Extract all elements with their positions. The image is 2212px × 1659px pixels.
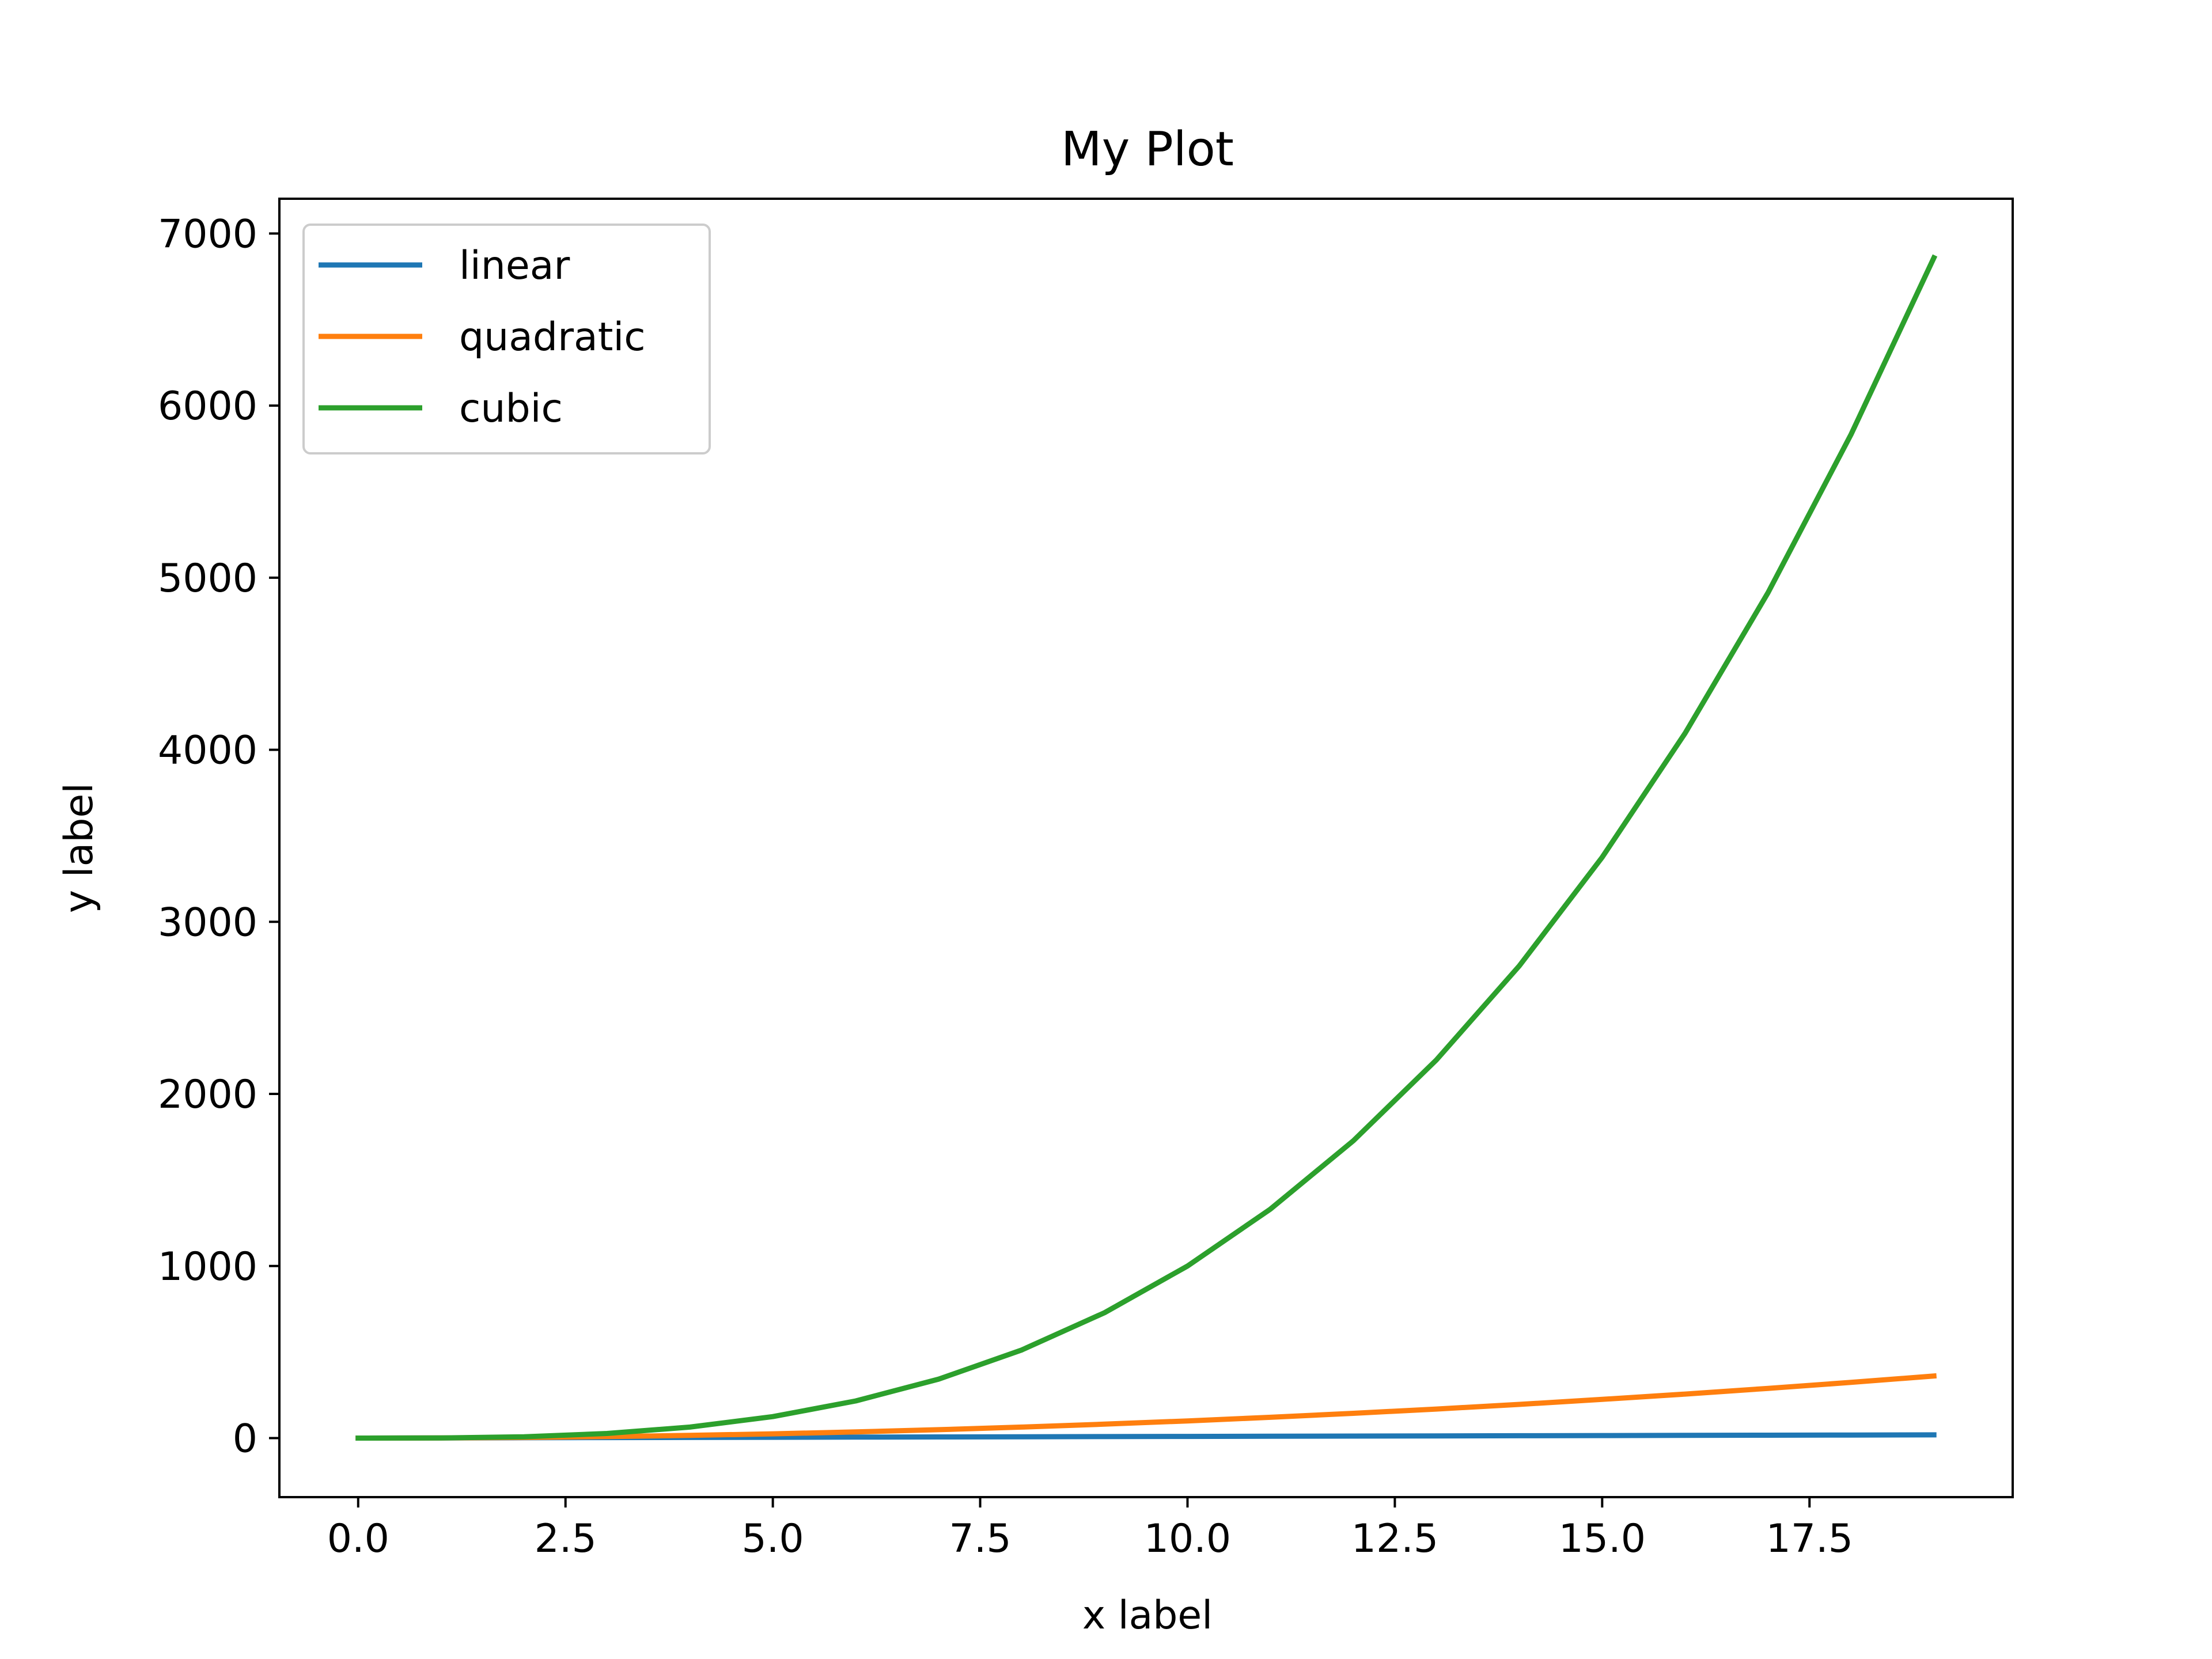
x-tick-label: 0.0: [327, 1516, 389, 1562]
x-tick-label: 12.5: [1351, 1516, 1438, 1562]
x-axis-label: x label: [1082, 1593, 1213, 1638]
y-tick-label: 4000: [158, 728, 257, 774]
plot-frame: [278, 198, 2014, 1498]
y-axis-label: y label: [56, 783, 102, 913]
y-tick-label: 0: [233, 1416, 257, 1462]
legend: linear quadratic cubic: [302, 224, 711, 454]
series-lines: [355, 254, 1938, 1441]
y-tick-label: 5000: [158, 556, 257, 601]
legend-label-linear: linear: [459, 243, 570, 289]
x-tick-label: 17.5: [1766, 1516, 1853, 1562]
x-tick-label: 7.5: [949, 1516, 1011, 1562]
y-axis-ticks: 0 1000 2000 3000 4000 5000 6000 7000: [158, 211, 279, 1462]
x-tick-label: 10.0: [1144, 1516, 1231, 1562]
y-tick-label: 7000: [158, 211, 257, 257]
legend-label-cubic: cubic: [459, 386, 563, 431]
x-tick-label: 5.0: [742, 1516, 804, 1562]
series-line-quadratic: [355, 1373, 1937, 1441]
y-tick-label: 6000: [158, 384, 257, 429]
y-tick-label: 1000: [158, 1244, 257, 1290]
legend-entries: linear quadratic cubic: [319, 243, 646, 431]
legend-box: [302, 224, 711, 454]
y-tick-label: 3000: [158, 900, 257, 945]
legend-label-quadratic: quadratic: [459, 315, 646, 360]
chart-title: My Plot: [1061, 122, 1234, 177]
x-tick-label: 15.0: [1559, 1516, 1646, 1562]
x-tick-label: 2.5: [535, 1516, 597, 1562]
x-axis-ticks: 0.0 2.5 5.0 7.5 10.0 12.5 15.0 17.5: [327, 1497, 1853, 1562]
series-line-cubic: [355, 254, 1938, 1441]
y-tick-label: 2000: [158, 1072, 257, 1118]
